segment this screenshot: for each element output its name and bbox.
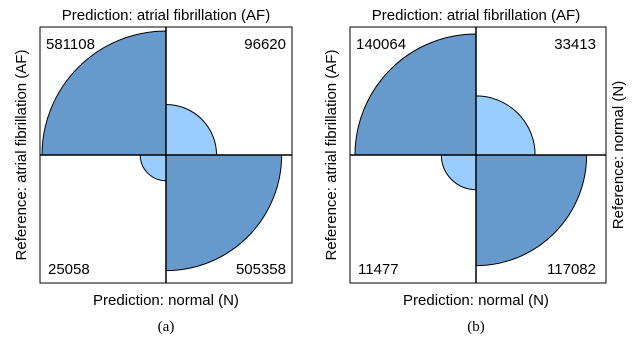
panel-b-ylabel-left: Reference: atrial fibrillation (AF) [323, 50, 340, 261]
panel-b-label-n-af: 33413 [554, 36, 596, 53]
panel-a-caption: (a) [158, 319, 175, 335]
panel-b-xlabel: Prediction: normal (N) [403, 292, 549, 309]
panel-b-label-n-n: 117082 [547, 261, 596, 278]
wedge-af-n [440, 154, 477, 191]
panel-a-wedges [41, 30, 283, 272]
fourfold-panel-a: Prediction: atrial fibrillation (AF) Pre… [13, 7, 293, 335]
panel-b-caption: (b) [467, 319, 485, 335]
wedge-af-af [41, 30, 167, 156]
wedge-n-af [165, 103, 218, 156]
panel-a-label-af-n: 25058 [48, 261, 90, 278]
wedge-n-n [475, 154, 588, 267]
wedge-n-n [165, 154, 283, 272]
panel-b-label-af-af: 140064 [356, 36, 406, 53]
panel-a-label-n-af: 96620 [244, 36, 286, 53]
panel-a-label-n-n: 505358 [236, 261, 286, 278]
panel-a-title: Prediction: atrial fibrillation (AF) [62, 7, 270, 24]
panel-b-wedges [354, 33, 588, 267]
panel-a-xlabel: Prediction: normal (N) [93, 292, 239, 309]
panel-a-ylabel-left: Reference: atrial fibrillation (AF) [13, 50, 30, 261]
panel-b-ylabel-right: Reference: normal (N) [610, 81, 627, 229]
wedge-af-af [354, 33, 477, 156]
wedge-n-af [475, 95, 536, 156]
wedge-af-n [139, 154, 167, 182]
panel-b-title: Prediction: atrial fibrillation (AF) [372, 7, 580, 24]
panel-a-label-af-af: 581108 [46, 36, 95, 53]
panel-b-label-af-n: 11477 [358, 261, 399, 278]
fourfold-panel-b: Prediction: atrial fibrillation (AF) Pre… [323, 7, 627, 335]
